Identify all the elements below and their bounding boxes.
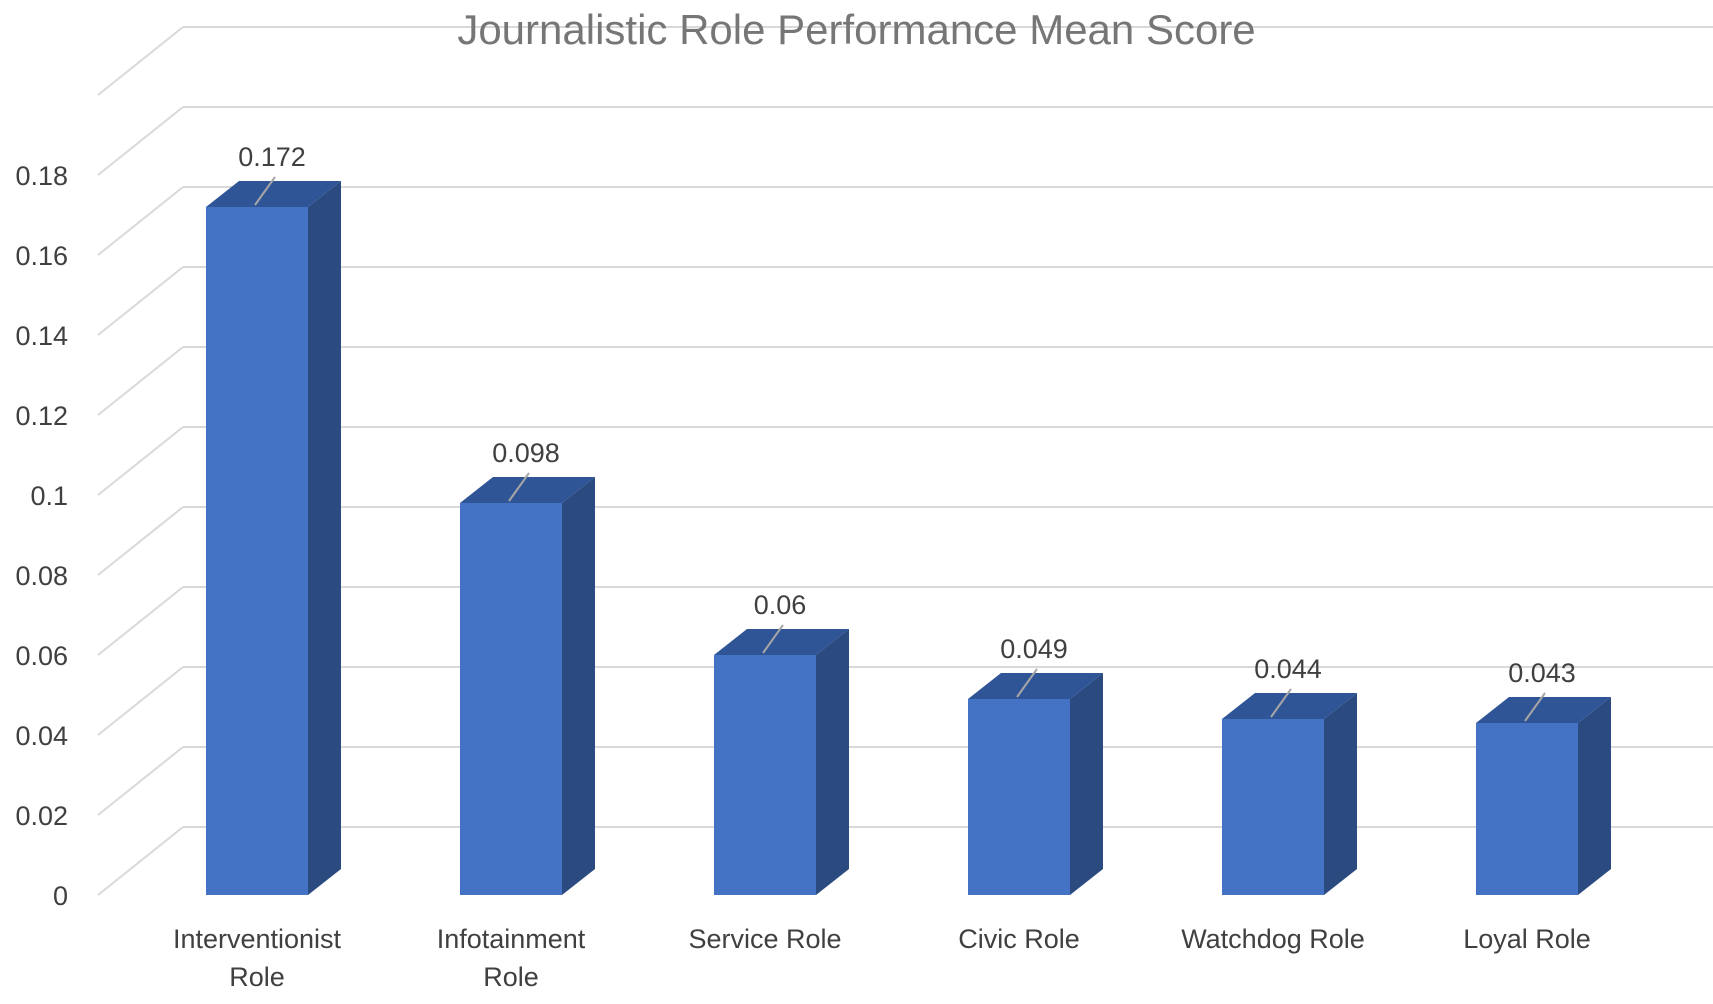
bar-side [308,181,341,895]
data-label-leader [1524,692,1546,722]
x-tick-label: Service Role [688,924,841,954]
bar [968,699,1070,895]
gridline-diagonal [97,666,184,736]
gridline-diagonal [97,346,184,416]
data-label: 0.049 [1000,634,1068,664]
y-tick-label: 0.18 [15,161,68,191]
bar [460,503,562,895]
data-label-leader [762,624,784,654]
x-tick-label: Watchdog Role [1181,924,1365,954]
y-tick-label: 0 [53,881,68,911]
data-label-leader [1270,688,1292,718]
bar-top [206,181,341,207]
gridline-diagonal [97,186,184,256]
gridline-diagonal [97,26,184,96]
data-label: 0.044 [1254,654,1322,684]
y-tick-label: 0.14 [15,321,68,351]
bar [1222,719,1324,895]
bar-side [1578,697,1611,895]
gridline-diagonal [97,106,184,176]
bar [714,655,816,895]
y-tick-label: 0.04 [15,721,68,751]
x-tick-label: Interventionist [173,924,342,954]
bar-top [1476,697,1611,723]
data-label-leader [254,176,276,206]
y-tick-label: 0.08 [15,561,68,591]
y-tick-label: 0.06 [15,641,68,671]
data-label: 0.098 [492,438,560,468]
x-tick-label: Civic Role [958,924,1080,954]
data-label: 0.043 [1508,658,1576,688]
bar-side [1070,673,1103,895]
bar-top [968,673,1103,699]
bar-top [714,629,849,655]
y-tick-label: 0.16 [15,241,68,271]
data-label: 0.06 [754,590,807,620]
y-tick-label: 0.12 [15,401,68,431]
x-tick-label: Role [229,962,285,992]
gridline-diagonal [97,266,184,336]
bar-side [1324,693,1357,895]
gridline-diagonal [97,826,184,896]
bar [206,207,308,895]
chart-title: Journalistic Role Performance Mean Score [457,6,1256,53]
bar [1476,723,1578,895]
data-label-leader [1016,668,1038,698]
bar-side [816,629,849,895]
data-label-leader [508,472,530,502]
x-tick-label: Infotainment [437,924,586,954]
gridline-diagonal [97,586,184,656]
x-tick-label: Loyal Role [1463,924,1591,954]
gridline-diagonal [97,746,184,816]
bar-top [460,477,595,503]
bar-side [562,477,595,895]
data-label: 0.172 [238,142,306,172]
bar-top [1222,693,1357,719]
x-tick-label: Role [483,962,539,992]
gridline-diagonal [97,426,184,496]
y-tick-label: 0.1 [30,481,68,511]
gridline-diagonal [97,506,184,576]
y-tick-label: 0.02 [15,801,68,831]
